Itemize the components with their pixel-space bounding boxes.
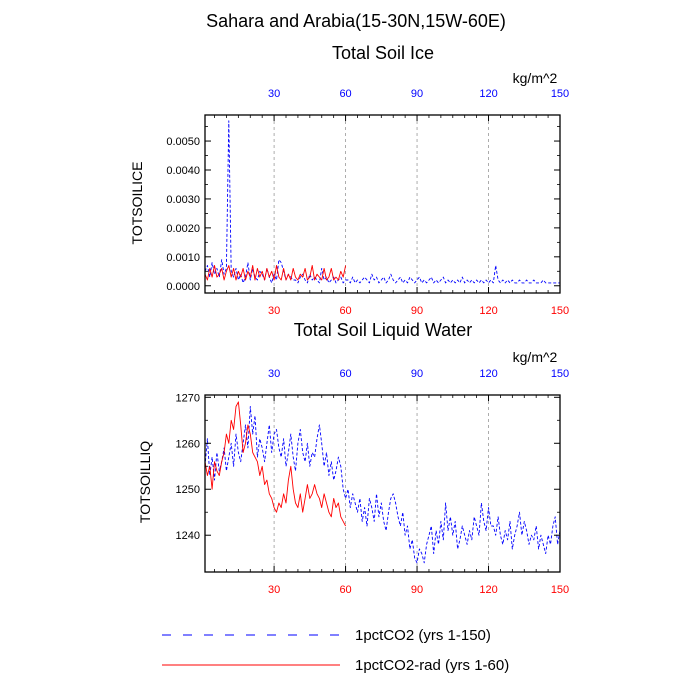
legend-label: 1pctCO2-rad (yrs 1-60) <box>355 657 509 674</box>
plot-frame <box>204 394 561 573</box>
x-tick-label-bottom: 30 <box>268 584 280 596</box>
legend-item-1pctco2: 1pctCO2 (yrs 1-150) <box>162 627 491 644</box>
x-tick-label-bottom: 90 <box>411 584 423 596</box>
y-tick-label: 1250 <box>176 484 200 496</box>
plot-frame <box>204 114 561 294</box>
y-tick-label: 0.0000 <box>166 281 200 293</box>
x-tick-label-top: 150 <box>551 368 569 380</box>
panel-title: Total Soil Liquid Water <box>294 320 472 340</box>
panel-total-soil-ice: Total Soil Ice kg/m^2 30 30 60 60 90 90 120 120… <box>129 43 569 317</box>
y-tick-label: 0.0020 <box>166 223 200 235</box>
x-tick-label-bottom: 60 <box>339 305 351 317</box>
units-label: kg/m^2 <box>513 70 558 86</box>
x-tick-label-top: 90 <box>411 88 423 100</box>
x-tick-label-bottom: 60 <box>339 584 351 596</box>
x-tick-label-top: 60 <box>339 368 351 380</box>
x-tick-label-top: 30 <box>268 368 280 380</box>
x-tick-label-bottom: 30 <box>268 305 280 317</box>
y-axis-label: TOTSOILICE <box>129 162 145 245</box>
y-tick-label: 0.0030 <box>166 194 200 206</box>
series-line-1pctco2 <box>204 406 561 564</box>
axis-ticks <box>205 115 561 293</box>
series-group <box>204 120 560 284</box>
tick-labels: 30 30 60 60 90 90 120 120 150 150 0.0000 0.0010 0.00… <box>166 88 569 317</box>
legend-label: 1pctCO2 (yrs 1-150) <box>355 627 491 644</box>
x-tick-label-top: 150 <box>551 88 569 100</box>
y-tick-label: 1260 <box>176 438 200 450</box>
units-label: kg/m^2 <box>513 349 558 365</box>
tick-labels: 30 30 60 60 90 90 120 120 150 150 1240 1250 1260 1270 <box>176 368 570 596</box>
axis-ticks <box>205 395 561 572</box>
panel-title: Total Soil Ice <box>332 43 434 63</box>
legend: 1pctCO2 (yrs 1-150) 1pctCO2-rad (yrs 1-6… <box>162 627 509 674</box>
y-tick-label: 0.0040 <box>166 165 200 177</box>
x-tick-label-top: 60 <box>339 88 351 100</box>
grid-lines <box>273 115 489 293</box>
y-tick-label: 0.0010 <box>166 252 200 264</box>
x-tick-label-bottom: 150 <box>551 584 569 596</box>
x-tick-label-top: 30 <box>268 88 280 100</box>
series-line-1pctco2-rad <box>204 401 346 527</box>
x-tick-label-bottom: 120 <box>479 584 497 596</box>
x-tick-label-top: 120 <box>479 368 497 380</box>
grid-lines <box>273 395 489 572</box>
y-axis-label: TOTSOILLIQ <box>137 441 153 523</box>
x-tick-label-top: 120 <box>479 88 497 100</box>
panel-total-soil-liquid-water: Total Soil Liquid Water kg/m^2 30 30 60 60 9… <box>137 320 569 596</box>
series-line-1pctco2 <box>204 120 560 284</box>
series-group <box>204 401 561 564</box>
y-tick-label: 0.0050 <box>166 136 200 148</box>
legend-item-1pctco2-rad: 1pctCO2-rad (yrs 1-60) <box>162 657 509 674</box>
series-line-1pctco2-rad <box>204 265 347 281</box>
y-tick-label: 1270 <box>176 392 200 404</box>
y-tick-label: 1240 <box>176 530 200 542</box>
x-tick-label-top: 90 <box>411 368 423 380</box>
x-tick-label-bottom: 150 <box>551 305 569 317</box>
figure-title: Sahara and Arabia(15-30N,15W-60E) <box>206 11 506 31</box>
x-tick-label-bottom: 120 <box>479 305 497 317</box>
x-tick-label-bottom: 90 <box>411 305 423 317</box>
